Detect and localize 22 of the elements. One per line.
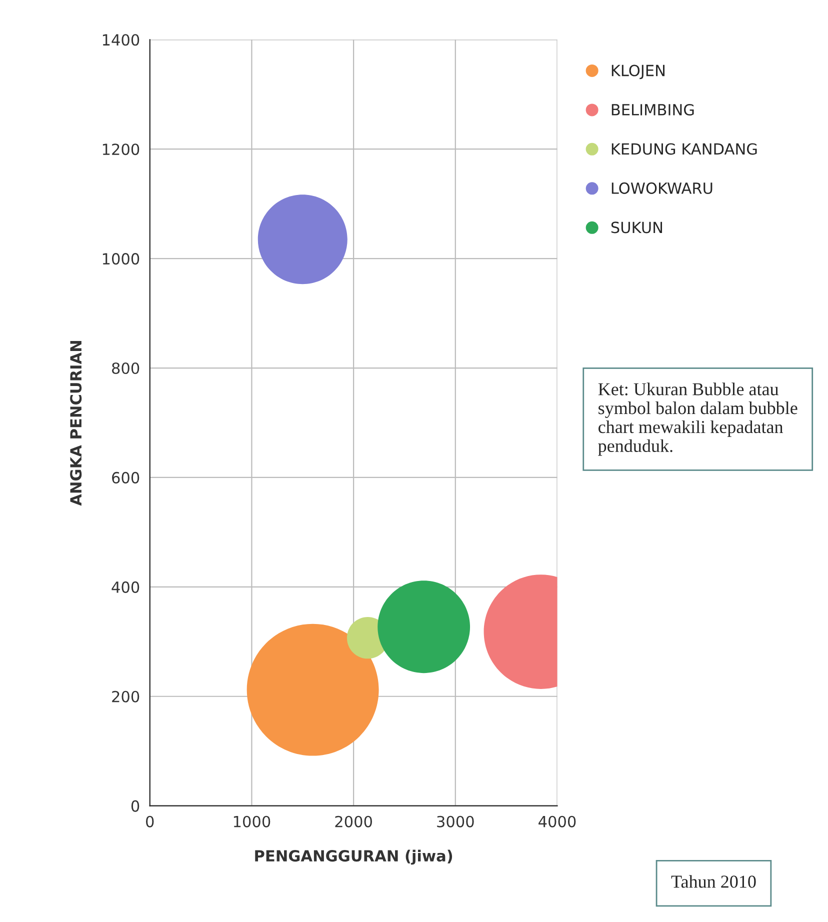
y-tick-label: 1200: [102, 144, 140, 156]
legend-label: BELIMBING: [612, 104, 694, 116]
text: Tahun 2010: [671, 875, 756, 888]
legend-label: KLOJEN: [612, 64, 664, 80]
y-tick-label: 0: [131, 800, 140, 812]
x-tick-label: 2000: [335, 816, 372, 828]
y-axis-title: ANGKA PENCURIAN: [70, 341, 82, 506]
legend-label: KEDUNG KANDANG: [612, 143, 757, 155]
legend-label: LOWOKWARU: [612, 182, 712, 194]
y-tick-label: 400: [112, 581, 140, 593]
y-tick-label: 800: [112, 362, 140, 374]
text: Ket: Ukuran Bubble atau symbol balon dalam bubble chart mewakili kepadatan penduduk.: [598, 382, 798, 456]
y-tick-label: 1000: [102, 253, 140, 265]
y-tick-label: 600: [112, 472, 140, 484]
x-tick-label: 0: [146, 816, 154, 828]
x-axis-title: PENGANGGURAN (jiwa): [255, 850, 452, 865]
y-tick-label: 200: [112, 690, 140, 702]
x-tick-label: 3000: [437, 816, 474, 828]
y-tick-label: 1400: [102, 34, 140, 46]
x-tick-label: 4000: [538, 816, 576, 828]
legend-label: SUKUN: [611, 222, 662, 234]
x-tick-label: 1000: [234, 816, 270, 828]
